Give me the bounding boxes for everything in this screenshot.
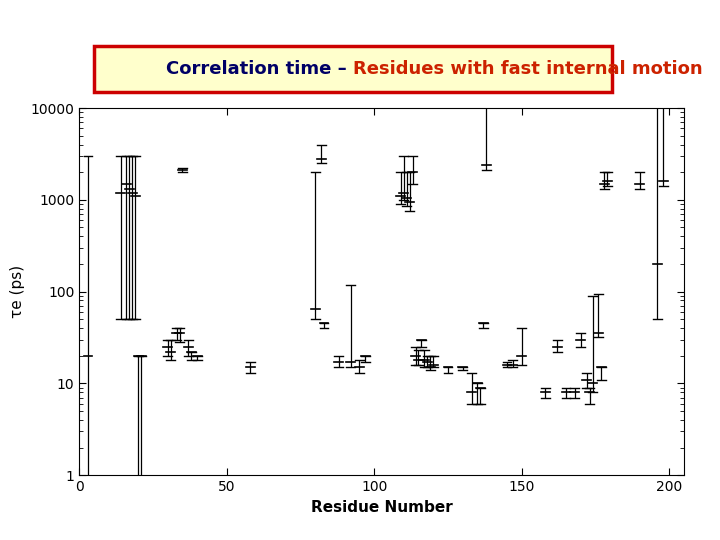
FancyBboxPatch shape [94, 46, 612, 92]
Y-axis label: τe (ps): τe (ps) [10, 265, 25, 318]
Text: Correlation time –: Correlation time – [166, 60, 353, 78]
Text: Residues with fast internal motion: Residues with fast internal motion [353, 60, 703, 78]
X-axis label: Residue Number: Residue Number [311, 500, 452, 515]
